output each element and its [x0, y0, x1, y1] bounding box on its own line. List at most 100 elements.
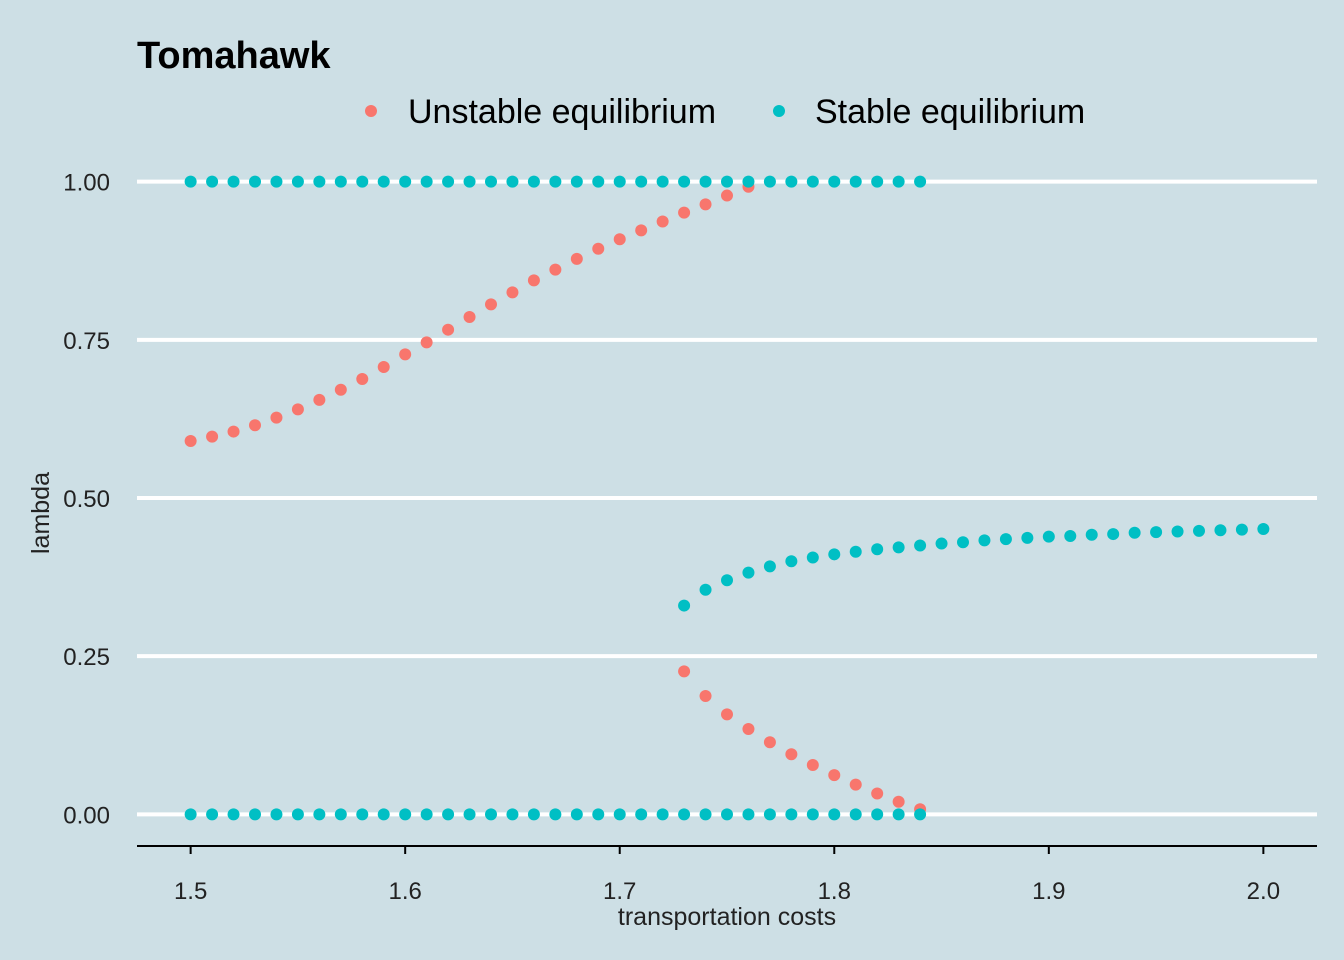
x-tick-label: 1.7: [603, 878, 636, 905]
stable-point: [549, 808, 562, 821]
chart-title: Tomahawk: [137, 35, 331, 77]
x-tick-label: 1.9: [1032, 878, 1065, 905]
legend: Unstable equilibrium Stable equilibrium: [365, 93, 1085, 131]
stable-point: [570, 808, 583, 821]
stable-point: [678, 599, 691, 612]
legend-marker-unstable: [365, 105, 377, 117]
stable-point: [463, 175, 476, 188]
stable-point: [291, 175, 304, 188]
stable-point: [485, 175, 497, 188]
unstable-point: [249, 419, 261, 432]
unstable-point: [806, 759, 819, 772]
unstable-point: [291, 403, 304, 416]
unstable-point: [356, 373, 369, 386]
stable-point: [527, 808, 540, 821]
unstable-point: [570, 252, 583, 265]
stable-point: [1042, 530, 1055, 543]
stable-point: [1214, 524, 1227, 537]
tick-layer: 0.00 0.25 0.50 0.75 1.00 1.5 1.6 1.7 1.8 1.9 2.0: [63, 170, 1280, 905]
stable-point: [506, 808, 519, 821]
unstable-point: [463, 311, 476, 324]
stable-point: [656, 808, 669, 821]
stable-point: [849, 175, 862, 188]
stable-point: [656, 175, 669, 188]
x-tick-label: 1.5: [174, 878, 207, 905]
unstable-point: [270, 411, 283, 424]
stable-point: [678, 175, 691, 188]
stable-point: [871, 175, 884, 188]
stable-point: [914, 539, 927, 552]
stable-point: [1193, 524, 1205, 537]
stable-point: [785, 808, 798, 821]
stable-point: [463, 808, 476, 821]
y-axis-label: lambda: [27, 472, 55, 554]
unstable-point: [592, 242, 605, 255]
stable-point: [356, 175, 369, 188]
stable-point: [334, 808, 347, 821]
unstable-point: [785, 748, 798, 761]
stable-point: [442, 175, 455, 188]
y-tick-label: 0.50: [63, 486, 110, 513]
stable-point: [313, 175, 326, 188]
stable-point: [871, 808, 884, 821]
stable-point: [763, 560, 776, 573]
unstable-point: [892, 795, 905, 808]
stable-point: [313, 808, 326, 821]
unstable-point: [699, 690, 712, 703]
stable-point: [678, 808, 691, 821]
stable-point: [892, 808, 905, 821]
legend-label-unstable: Unstable equilibrium: [408, 93, 716, 131]
stable-point: [377, 808, 390, 821]
stable-point: [184, 808, 197, 821]
stable-point: [227, 175, 240, 188]
stable-point: [849, 545, 862, 558]
unstable-point: [485, 298, 497, 311]
stable-point: [699, 175, 712, 188]
stable-point: [1085, 528, 1098, 541]
stable-point: [485, 808, 497, 821]
stable-point: [957, 536, 969, 549]
stable-point: [399, 175, 412, 188]
unstable-point: [721, 708, 733, 721]
stable-point: [613, 808, 626, 821]
stable-point: [1235, 523, 1248, 536]
stable-point: [184, 175, 197, 188]
unstable-point: [506, 286, 519, 299]
stable-point: [763, 175, 776, 188]
stable-point: [699, 808, 712, 821]
stable-point: [206, 808, 219, 821]
stable-point: [527, 175, 540, 188]
unstable-point: [613, 233, 626, 246]
x-tick-label: 1.8: [818, 878, 851, 905]
stable-point: [721, 574, 733, 587]
unstable-point: [313, 393, 326, 406]
stable-point: [506, 175, 519, 188]
stable-point: [420, 808, 433, 821]
y-tick-label: 0.75: [63, 328, 110, 355]
stable-point: [828, 808, 841, 821]
stable-point: [592, 175, 605, 188]
stable-point: [828, 548, 841, 561]
unstable-point: [184, 435, 197, 448]
stable-point: [849, 808, 862, 821]
unstable-point: [227, 425, 240, 438]
stable-point: [592, 808, 605, 821]
unstable-point: [678, 206, 691, 219]
stable-point: [442, 808, 455, 821]
unstable-point: [699, 198, 712, 211]
stable-point: [914, 808, 927, 821]
stable-point: [892, 541, 905, 554]
stable-point: [249, 808, 261, 821]
stable-point: [1171, 525, 1184, 538]
unstable-point: [442, 323, 455, 336]
unstable-point: [678, 665, 691, 678]
unstable-point: [527, 274, 540, 287]
unstable-point: [871, 787, 884, 800]
unstable-point: [635, 224, 648, 237]
stable-point: [742, 566, 755, 579]
stable-point: [785, 175, 798, 188]
stable-point: [1064, 529, 1077, 542]
stable-point: [570, 175, 583, 188]
stable-point: [206, 175, 219, 188]
